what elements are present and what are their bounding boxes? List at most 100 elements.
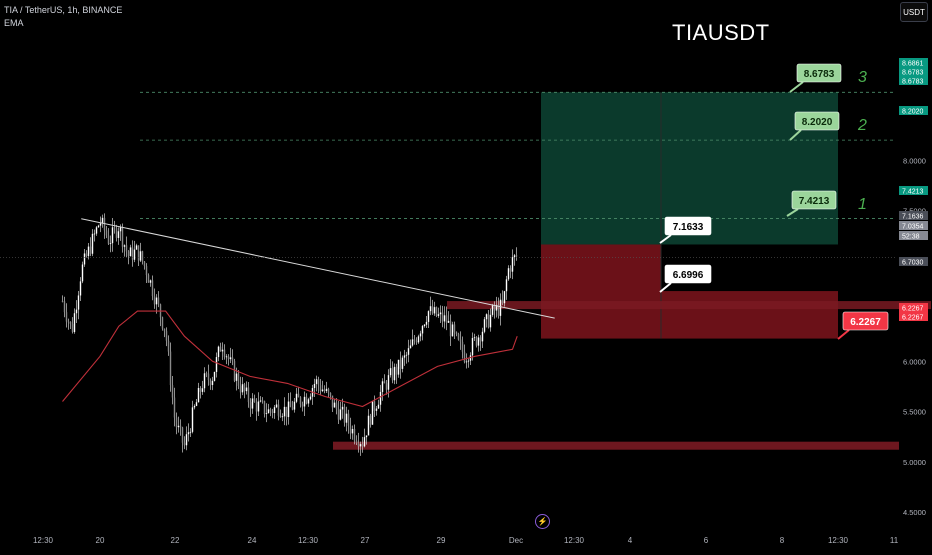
candle xyxy=(235,373,238,381)
candle xyxy=(491,305,494,315)
candle xyxy=(293,401,296,410)
candle xyxy=(247,387,250,403)
candle xyxy=(205,373,208,375)
candle xyxy=(165,331,168,341)
price-axis-tick: 6.0000 xyxy=(903,357,926,366)
target-label-3-pointer xyxy=(789,81,804,93)
candle xyxy=(117,231,120,238)
candle xyxy=(203,373,206,389)
target-label-2-box xyxy=(794,111,840,131)
candle xyxy=(299,397,302,405)
lightning-icon[interactable]: ⚡ xyxy=(535,514,550,529)
candle xyxy=(465,361,468,363)
candle xyxy=(283,406,286,417)
entry-label-top: 7.1633 xyxy=(673,222,704,233)
candle xyxy=(209,380,212,385)
target-label-2-pointer xyxy=(789,129,802,141)
candle xyxy=(73,313,76,332)
target-label-1-pointer xyxy=(786,208,799,217)
candle xyxy=(279,415,282,417)
candle xyxy=(463,351,466,362)
candle xyxy=(393,366,396,381)
price-scale-label: 7.4213 xyxy=(902,189,924,196)
candle xyxy=(489,314,492,328)
candle xyxy=(365,435,368,438)
candle xyxy=(149,280,152,283)
candle xyxy=(143,261,146,267)
candle xyxy=(409,345,412,349)
candle xyxy=(341,406,344,410)
candle xyxy=(391,368,394,381)
candle xyxy=(423,324,426,327)
indicator-label[interactable]: EMA xyxy=(4,18,24,28)
time-axis-tick: 12:30 xyxy=(564,536,585,545)
candle xyxy=(383,381,386,384)
currency-button[interactable]: USDT xyxy=(900,2,928,22)
price-scale-badge xyxy=(899,221,928,230)
candle xyxy=(177,425,180,428)
candle xyxy=(445,315,448,323)
symbol-info[interactable]: TIA / TetherUS, 1h, BINANCE xyxy=(4,5,123,15)
candle xyxy=(337,408,340,420)
price-scale-label: 6.7030 xyxy=(902,260,924,267)
candle xyxy=(415,340,418,343)
candle xyxy=(381,381,384,392)
candle xyxy=(475,337,478,346)
candle xyxy=(325,388,328,391)
candle xyxy=(261,400,264,402)
candle xyxy=(173,397,176,418)
candle xyxy=(305,396,308,404)
candle xyxy=(399,359,402,369)
candle xyxy=(67,321,70,323)
price-axis-tick: 5.0000 xyxy=(903,458,926,467)
candle xyxy=(189,431,192,433)
chart-watermark-title: TIAUSDT xyxy=(672,20,770,45)
candle xyxy=(419,333,422,337)
candle xyxy=(403,355,406,358)
time-axis-tick: 20 xyxy=(96,536,105,545)
candle xyxy=(137,245,140,261)
candle xyxy=(115,228,118,238)
candle xyxy=(511,257,514,272)
price-scale-badge xyxy=(899,67,928,76)
candle xyxy=(347,413,350,426)
candle xyxy=(429,306,432,312)
time-axis-tick: 29 xyxy=(437,536,446,545)
stop-label: 6.2267 xyxy=(850,317,881,328)
target-number-3: 3 xyxy=(858,69,867,86)
candle xyxy=(111,227,114,244)
support-zone xyxy=(333,441,899,450)
candle xyxy=(195,402,198,406)
candle xyxy=(431,306,434,314)
candle xyxy=(421,326,424,334)
candle xyxy=(251,398,254,409)
time-axis-tick: 12:30 xyxy=(298,536,319,545)
candle xyxy=(397,359,400,375)
entry-label-top-box xyxy=(664,216,712,236)
candle xyxy=(353,429,356,441)
candle xyxy=(503,291,506,304)
candle xyxy=(307,399,310,404)
price-scale-badge xyxy=(899,257,928,266)
time-axis-tick: Dec xyxy=(509,536,523,545)
loss-zone xyxy=(541,244,661,339)
price-scale-badge xyxy=(899,211,928,220)
candle xyxy=(375,408,378,411)
candle xyxy=(129,247,132,257)
stop-label-box xyxy=(842,311,889,331)
price-scale-badge xyxy=(899,231,928,240)
candle xyxy=(387,375,390,390)
candle xyxy=(229,357,232,360)
candle xyxy=(75,309,78,314)
target-label-2: 8.2020 xyxy=(802,117,833,128)
price-scale-label: 8.6861 xyxy=(902,61,924,68)
candle xyxy=(433,307,436,314)
candle xyxy=(183,442,186,446)
ema-line xyxy=(62,310,518,408)
candle xyxy=(153,296,156,305)
time-axis-tick: 27 xyxy=(361,536,370,545)
candle xyxy=(295,393,298,402)
candle xyxy=(317,379,320,386)
